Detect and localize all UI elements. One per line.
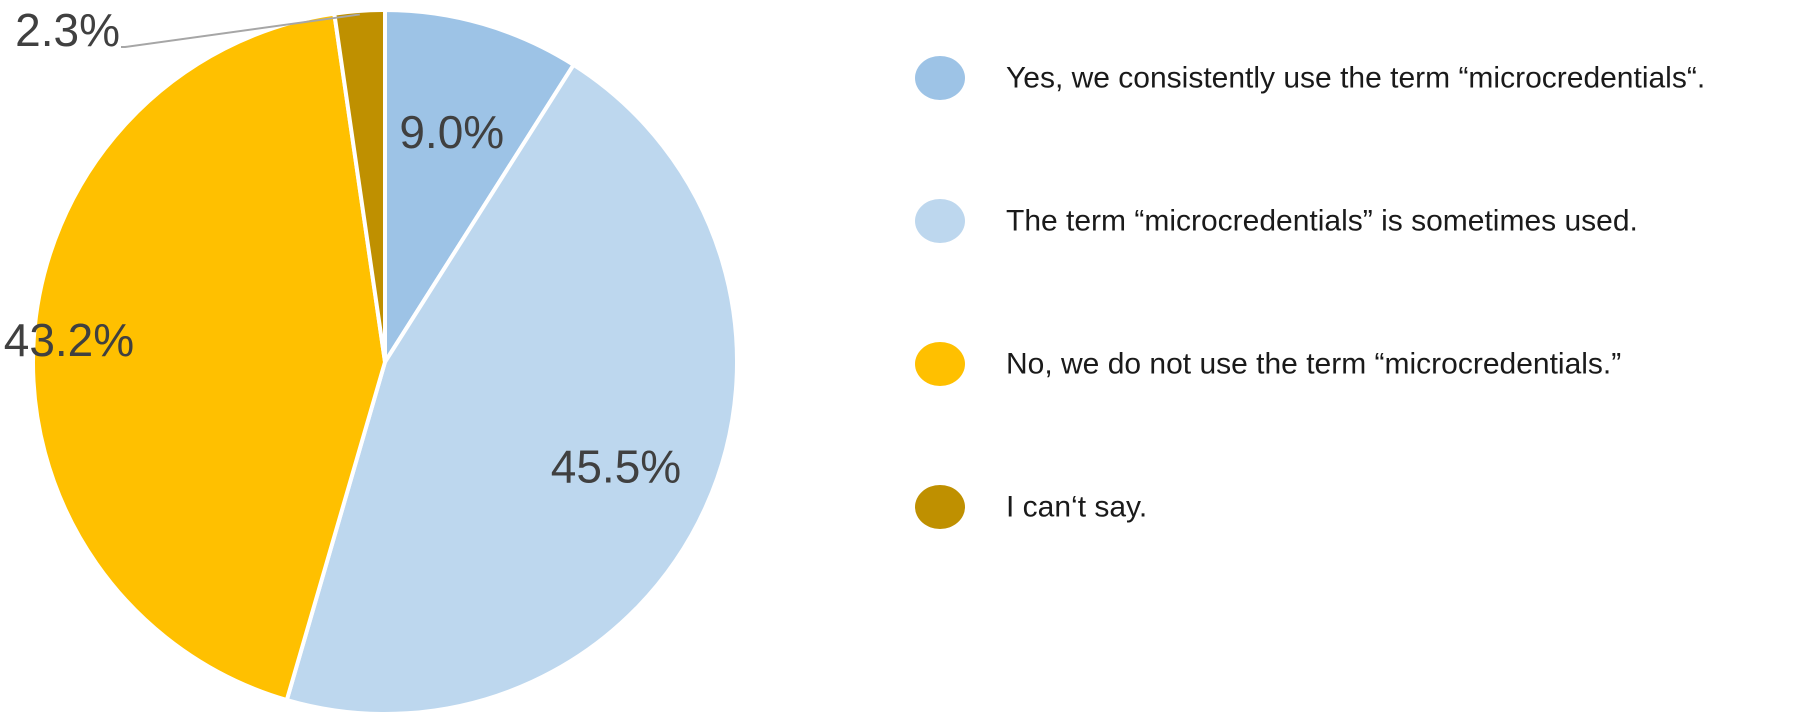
pie-slice bbox=[284, 62, 739, 713]
legend-marker bbox=[915, 199, 965, 243]
slice-value-label: 9.0% bbox=[399, 106, 504, 158]
legend-marker bbox=[915, 342, 965, 386]
leader-line bbox=[121, 13, 360, 48]
legend-marker bbox=[915, 485, 965, 529]
legend-label: The term “microcredentials” is sometimes… bbox=[1006, 205, 1638, 238]
legend-label: Yes, we consistently use the term “micro… bbox=[1006, 62, 1705, 95]
legend-marker bbox=[915, 56, 965, 100]
legend-label: No, we do not use the term “microcredent… bbox=[1006, 348, 1621, 381]
pie-slice bbox=[383, 8, 576, 364]
legend: Yes, we consistently use the term “micro… bbox=[915, 56, 1705, 529]
slice-value-label: 45.5% bbox=[551, 440, 681, 492]
slice-labels: 9.0% 45.5% 43.2% 2.3% bbox=[4, 4, 681, 492]
pie-slices bbox=[31, 8, 739, 713]
slice-value-label: 43.2% bbox=[4, 314, 134, 366]
legend-label: I can‘t say. bbox=[1006, 491, 1147, 524]
pie-slice bbox=[31, 11, 387, 703]
slice-value-label: 2.3% bbox=[15, 4, 120, 56]
pie-slice bbox=[332, 8, 387, 364]
